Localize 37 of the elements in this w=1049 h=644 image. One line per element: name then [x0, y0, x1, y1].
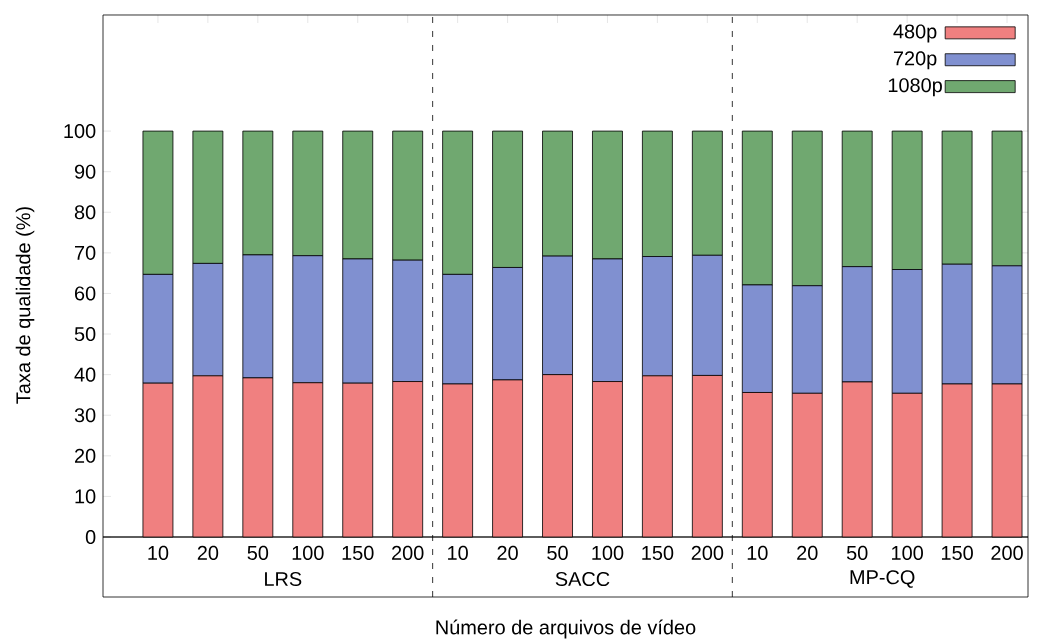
x-tick-label: 200 — [392, 545, 424, 560]
y-tick-label: 90 — [74, 164, 96, 179]
y-axis-title: Taxa de qualidade (%) — [15, 207, 35, 404]
x-tick-label: 150 — [342, 545, 374, 560]
x-tick-label: 20 — [797, 545, 818, 560]
y-tick-label: 80 — [74, 205, 96, 220]
legend-label: 480p — [893, 24, 937, 43]
x-tick-label: 50 — [547, 545, 568, 560]
legend-label: 720p — [893, 51, 937, 70]
y-tick-label: 0 — [85, 529, 96, 545]
x-tick-label: 20 — [197, 545, 219, 560]
x-tick-label: 50 — [247, 545, 269, 560]
y-tick-label: 10 — [75, 489, 96, 504]
x-tick-label: 200 — [691, 545, 724, 560]
y-tick-label: 40 — [74, 367, 96, 382]
x-axis-title: Número de arquivos de vídeo — [436, 619, 696, 639]
x-tick-label: 150 — [941, 545, 973, 560]
x-tick-label: 200 — [991, 545, 1023, 560]
y-tick-label: 60 — [75, 286, 96, 301]
y-tick-label: 70 — [75, 245, 96, 260]
x-tick-label: 10 — [448, 545, 468, 560]
y-tick-label: 20 — [75, 448, 96, 463]
x-tick-label: 100 — [292, 545, 324, 560]
x-tick-label: 150 — [642, 545, 674, 560]
x-tick-label: 100 — [892, 545, 923, 560]
text: LRS — [265, 571, 302, 587]
y-tick-label: 50 — [74, 327, 96, 342]
x-tick-label: 10 — [148, 545, 169, 560]
y-tick-label: 30 — [74, 408, 96, 423]
text: SACC — [555, 571, 610, 587]
x-tick-label: 20 — [497, 545, 518, 560]
x-tick-label: 100 — [592, 545, 624, 560]
x-tick-label: 50 — [846, 545, 868, 560]
text: MP-CQ — [850, 570, 915, 588]
x-tick-label: 10 — [747, 545, 768, 560]
legend-label: 1080p — [888, 78, 942, 97]
y-tick-label: 100 — [64, 124, 96, 139]
